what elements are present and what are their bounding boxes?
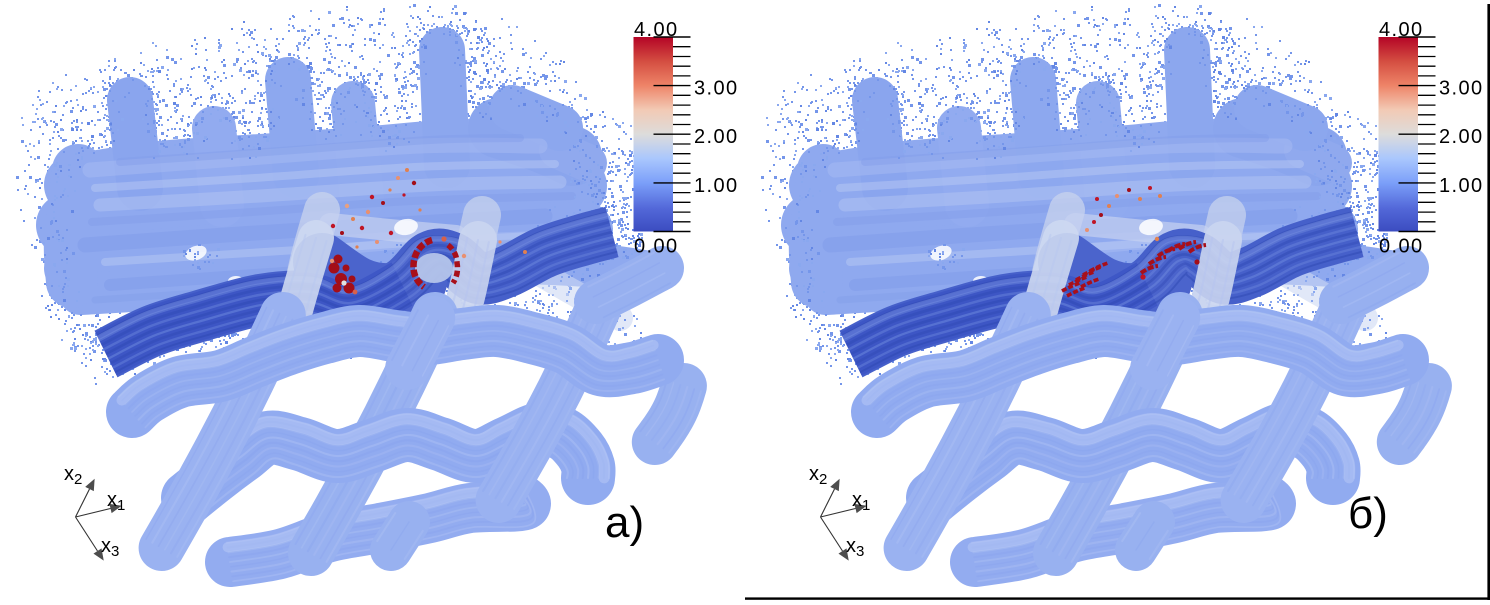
svg-text:2.00: 2.00 (1439, 126, 1484, 148)
svg-text:1.00: 1.00 (694, 175, 739, 197)
svg-text:1.00: 1.00 (1439, 175, 1484, 197)
svg-text:4.00: 4.00 (1379, 19, 1424, 41)
svg-text:0.00: 0.00 (1379, 236, 1424, 258)
svg-text:0.00: 0.00 (634, 236, 679, 258)
svg-text:2.00: 2.00 (694, 126, 739, 148)
svg-text:3.00: 3.00 (694, 78, 739, 100)
svg-text:б): б) (1348, 489, 1388, 538)
svg-text:а): а) (605, 498, 644, 547)
svg-text:4.00: 4.00 (634, 19, 679, 41)
svg-text:3.00: 3.00 (1439, 78, 1484, 100)
